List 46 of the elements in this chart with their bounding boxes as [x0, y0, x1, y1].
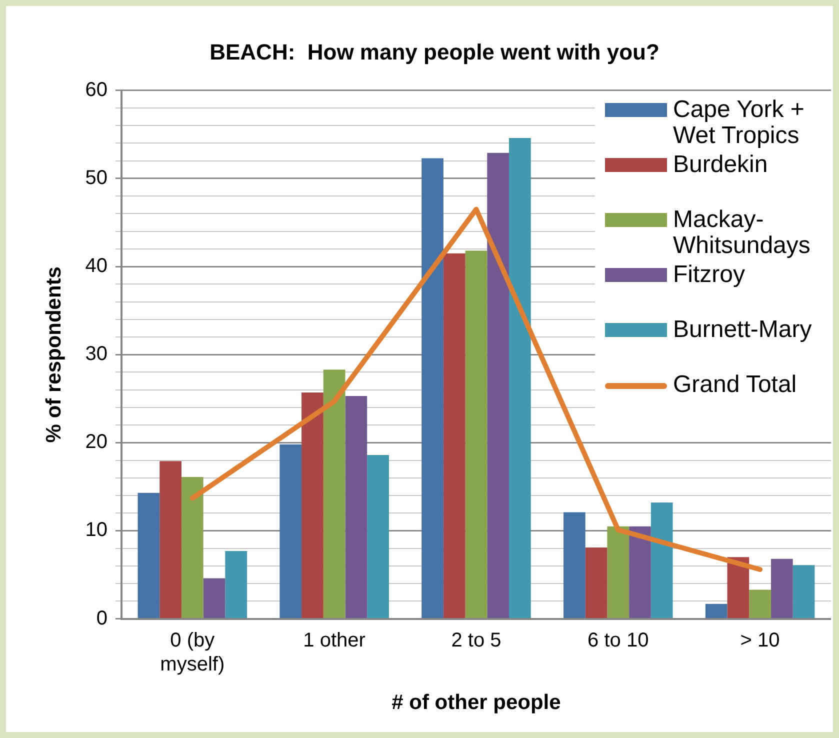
bar	[345, 396, 368, 618]
x-tick-label: 0 (by myself)	[160, 629, 225, 676]
x-tick-label: 1 other	[303, 629, 366, 652]
bar	[160, 461, 182, 618]
x-axis-title: # of other people	[392, 691, 561, 714]
bar	[280, 444, 302, 618]
chart-title: BEACH: How many people went with you?	[210, 39, 660, 64]
y-tick-label: 50	[85, 166, 108, 189]
bar	[422, 158, 444, 618]
x-tick-label: 2 to 5	[451, 629, 502, 652]
bar	[203, 578, 226, 618]
legend-label: Grand Total	[673, 371, 797, 398]
legend-label: Burnett-Mary	[673, 316, 812, 344]
bar	[770, 558, 793, 618]
bar	[443, 253, 466, 618]
bar	[487, 152, 510, 618]
x-tick-label: > 10	[740, 629, 780, 652]
bar	[792, 565, 815, 618]
bar	[181, 477, 204, 618]
y-tick-label: 60	[85, 78, 108, 101]
bar	[302, 392, 324, 618]
bar	[225, 550, 248, 618]
bar	[607, 526, 630, 618]
y-tick-label: 10	[85, 519, 108, 542]
bar	[749, 590, 771, 618]
bar	[509, 138, 531, 618]
x-tick-label: 6 to 10	[588, 629, 649, 652]
bar	[323, 370, 346, 618]
legend-label: Fitzroy	[673, 261, 745, 288]
bar	[727, 557, 750, 618]
bar	[564, 512, 586, 618]
legend-label: Burdekin	[673, 151, 768, 178]
y-axis-title: % of respondents	[42, 266, 66, 443]
bar	[705, 604, 728, 618]
legend-label: Cape York + Wet Tropics	[673, 96, 806, 150]
y-tick-label: 20	[85, 431, 108, 454]
y-tick-label: 0	[96, 607, 108, 630]
bar	[650, 502, 673, 618]
bar	[585, 547, 608, 618]
bar	[367, 454, 389, 618]
bar	[629, 526, 651, 618]
y-tick-label: 30	[85, 343, 108, 366]
y-tick-label: 40	[85, 255, 108, 278]
bar	[465, 250, 488, 618]
bar	[138, 492, 160, 618]
legend-label: Mackay-Whitsundays	[673, 206, 812, 260]
